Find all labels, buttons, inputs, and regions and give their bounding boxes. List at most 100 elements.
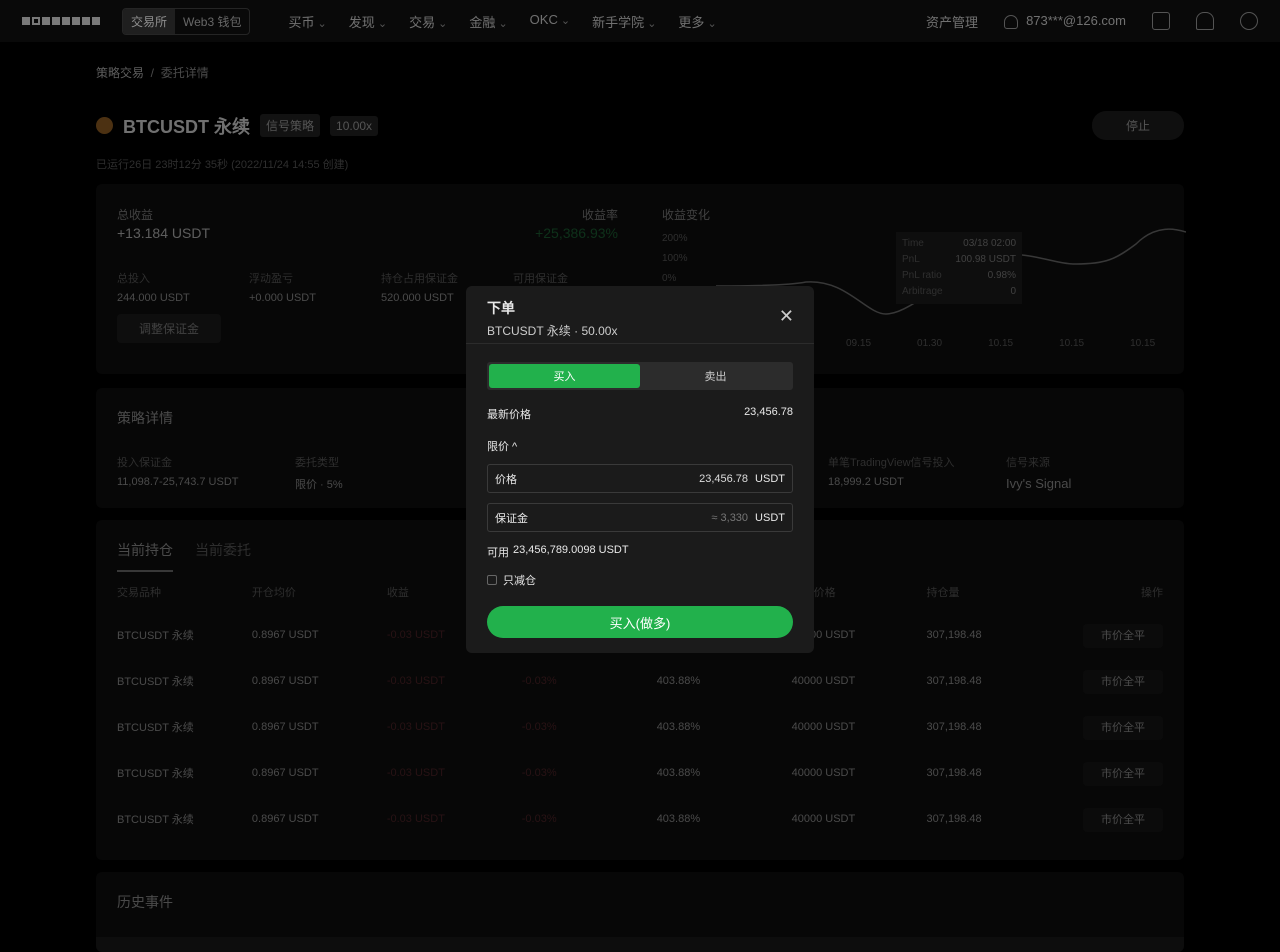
column-header: 操作 bbox=[1141, 587, 1163, 599]
submit-buy-button[interactable]: 买入(做多) bbox=[487, 606, 793, 638]
price-input[interactable]: 价格 23,456.78 USDT bbox=[487, 464, 793, 493]
price-value: 23,456.78 bbox=[699, 472, 749, 485]
stat-item: 浮动盈亏 +0.000 USDT bbox=[249, 270, 381, 304]
stat-item: 持仓占用保证金 520.000 USDT bbox=[381, 270, 513, 304]
table-cell: 40000 USDT bbox=[791, 675, 856, 687]
close-position-button[interactable]: 市价全平 bbox=[1083, 624, 1163, 648]
table-cell: 0.8967 USDT bbox=[251, 629, 319, 641]
globe-icon[interactable] bbox=[1240, 12, 1258, 30]
stat-item: 可用保证金 bbox=[513, 270, 645, 304]
menu-item[interactable]: 发现 bbox=[349, 12, 387, 31]
detail-item: 投入保证金 11,098.7-25,743.7 USDT bbox=[117, 454, 238, 488]
y-tick: 0% bbox=[662, 273, 677, 284]
strategy-tag: 信号策略 bbox=[260, 114, 321, 137]
tab-exchange[interactable]: 交易所 bbox=[123, 8, 176, 34]
price-unit: USDT bbox=[755, 472, 785, 485]
tooltip-key: PnL ratio bbox=[902, 270, 942, 281]
table-row: BTCUSDT 永续 0.8967 USDT -0.03 USDT -0.03% 403… bbox=[117, 704, 1163, 750]
table-cell: 307,198.48 bbox=[926, 813, 982, 825]
menu-item[interactable]: 新手学院 bbox=[592, 12, 656, 31]
table-cell: 40000 USDT bbox=[791, 813, 856, 825]
tab-orders[interactable]: 当前委托 bbox=[195, 542, 251, 558]
table-cell: BTCUSDT 永续 bbox=[117, 814, 194, 826]
detail-label: 委托类型 bbox=[295, 457, 339, 469]
sell-tab[interactable]: 卖出 bbox=[704, 371, 727, 383]
tooltip-value: 100.98 USDT bbox=[955, 254, 1016, 265]
tooltip-row: Arbitrage 0 bbox=[902, 284, 1016, 300]
table-cell: 307,198.48 bbox=[926, 767, 982, 779]
leverage-tag: 10.00x bbox=[330, 115, 379, 136]
price-label: 价格 bbox=[495, 473, 517, 486]
reduce-only-checkbox[interactable] bbox=[487, 575, 497, 585]
btc-icon bbox=[96, 117, 113, 134]
stat-value: 244.000 USDT bbox=[117, 292, 190, 304]
user-icon bbox=[1004, 14, 1019, 29]
bell-icon[interactable] bbox=[1196, 12, 1214, 30]
stat-label: 浮动盈亏 bbox=[249, 273, 293, 285]
menu-item[interactable]: 更多 bbox=[678, 12, 716, 31]
table-cell: 307,198.48 bbox=[926, 675, 982, 687]
margin-label: 保证金 bbox=[495, 512, 528, 525]
menu-item[interactable]: 买币 bbox=[288, 12, 326, 31]
download-icon[interactable] bbox=[1152, 12, 1170, 30]
table-cell: -0.03% bbox=[521, 813, 557, 825]
y-tick: 200% bbox=[662, 233, 688, 244]
breadcrumb-strategy[interactable]: 策略交易 bbox=[96, 66, 145, 80]
user-menu[interactable]: 873***@126.com bbox=[1004, 13, 1126, 29]
column-header: 开仓均价 bbox=[251, 587, 296, 599]
close-position-button[interactable]: 市价全平 bbox=[1083, 808, 1163, 832]
table-cell: 0.8967 USDT bbox=[251, 721, 319, 733]
close-position-button[interactable]: 市价全平 bbox=[1083, 762, 1163, 786]
close-icon[interactable]: ✕ bbox=[778, 306, 794, 326]
menu-item[interactable]: OKC bbox=[530, 12, 570, 31]
total-label: 总收益 bbox=[117, 208, 154, 222]
stat-label: 总投入 bbox=[117, 273, 150, 285]
rate-label: 收益率 bbox=[581, 208, 618, 222]
detail-label: 投入保证金 bbox=[117, 457, 172, 469]
detail-item: 单笔TradingView信号投入 18,999.2 USDT bbox=[828, 454, 955, 488]
chart-title: 收益变化 bbox=[662, 208, 711, 222]
stop-button[interactable]: 停止 bbox=[1091, 111, 1184, 140]
table-cell: 403.88% bbox=[656, 675, 701, 687]
stat-item: 总投入 244.000 USDT bbox=[117, 270, 249, 304]
tab-web3-wallet[interactable]: Web3 钱包 bbox=[183, 14, 242, 29]
table-cell: 307,198.48 bbox=[926, 721, 982, 733]
table-cell: 市价全平 bbox=[1061, 704, 1163, 750]
detail-value: 18,999.2 USDT bbox=[828, 476, 904, 488]
assets-menu[interactable]: 资产管理 bbox=[926, 14, 979, 30]
detail-value: 11,098.7-25,743.7 USDT bbox=[117, 476, 239, 488]
table-cell: 403.88% bbox=[656, 721, 701, 733]
table-cell: -0.03 USDT bbox=[386, 629, 445, 641]
x-tick: 01.30 bbox=[917, 338, 943, 349]
rate-value: +25,386.93% bbox=[535, 225, 618, 241]
x-tick: 10.15 bbox=[1130, 338, 1156, 349]
available-value: 23,456,789.0098 USDT bbox=[513, 544, 629, 556]
menu-item[interactable]: 交易 bbox=[409, 12, 447, 31]
table-cell: BTCUSDT 永续 bbox=[117, 722, 194, 734]
stat-label: 可用保证金 bbox=[513, 273, 568, 285]
detail-label: 信号来源 bbox=[1006, 457, 1050, 469]
tooltip-key: PnL bbox=[902, 254, 920, 265]
detail-value: 限价 · 5% bbox=[295, 479, 343, 491]
table-cell: 40000 USDT bbox=[791, 721, 856, 733]
close-position-button[interactable]: 市价全平 bbox=[1083, 670, 1163, 694]
detail-value: Ivy's Signal bbox=[1006, 476, 1072, 491]
margin-input[interactable]: 保证金 ≈ 3,330 USDT bbox=[487, 503, 793, 532]
tab-positions[interactable]: 当前持仓 bbox=[117, 540, 173, 572]
user-email: 873***@126.com bbox=[1026, 13, 1126, 29]
pnl-chart: 收益变化 200% 100% 0% bbox=[662, 206, 710, 289]
menu-item[interactable]: 金融 bbox=[469, 12, 507, 31]
order-type-dropdown[interactable]: 限价 ^ bbox=[487, 441, 518, 453]
breadcrumb-current: 委托详情 bbox=[160, 66, 209, 80]
buy-tab[interactable]: 买入 bbox=[489, 364, 640, 388]
table-cell: BTCUSDT 永续 bbox=[117, 768, 194, 780]
adjust-margin-button[interactable]: 调整保证金 bbox=[117, 314, 222, 343]
table-row: BTCUSDT 永续 0.8967 USDT -0.03 USDT -0.03% 403… bbox=[117, 796, 1163, 842]
close-position-button[interactable]: 市价全平 bbox=[1083, 716, 1163, 740]
table-cell: -0.03% bbox=[521, 721, 557, 733]
okx-logo[interactable] bbox=[22, 17, 100, 25]
tooltip-value: 03/18 02:00 bbox=[963, 238, 1016, 249]
table-cell: 403.88% bbox=[656, 767, 701, 779]
stat-label: 持仓占用保证金 bbox=[381, 273, 458, 285]
tooltip-row: PnL 100.98 USDT bbox=[902, 252, 1016, 268]
